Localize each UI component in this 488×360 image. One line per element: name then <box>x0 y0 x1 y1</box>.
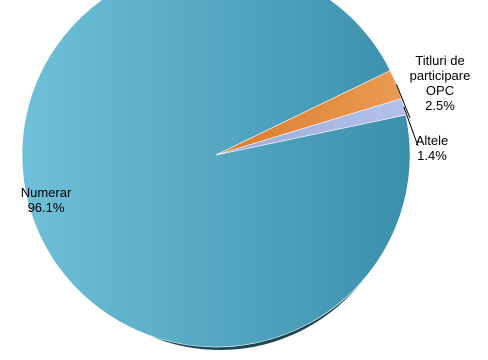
slice-label: Titluri de <box>415 53 464 68</box>
slice-value-label: 2.5% <box>425 98 455 113</box>
pie-slice-0 <box>21 0 411 348</box>
slice-label: Altele <box>416 133 449 148</box>
leader-line-2 <box>403 106 419 147</box>
slice-value-label: 1.4% <box>417 148 447 163</box>
slice-label: OPC <box>426 83 454 98</box>
slice-value-label: 96.1% <box>28 200 65 215</box>
leader-line-1 <box>395 84 411 119</box>
slice-label: Numerar <box>21 185 72 200</box>
slice-label: participare <box>410 68 471 83</box>
